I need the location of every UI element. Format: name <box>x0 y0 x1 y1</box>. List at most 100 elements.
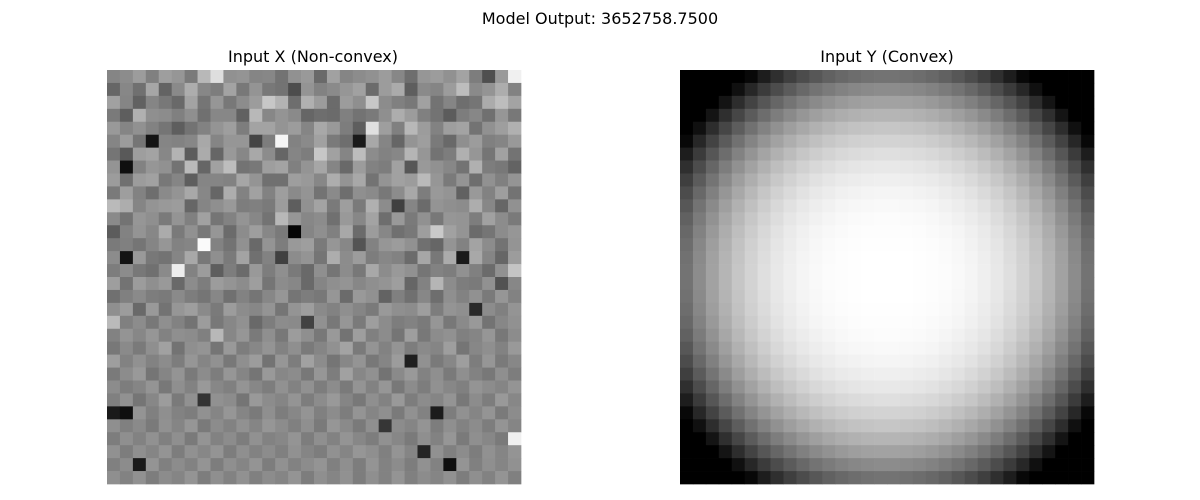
heatmap-input-x-cell-r16-c7 <box>197 277 211 291</box>
heatmap-input-y-cell-r9-c24 <box>990 186 1004 200</box>
heatmap-input-x-cell-r5-c19 <box>352 134 367 148</box>
heatmap-input-y-cell-r26-c30 <box>1068 406 1082 420</box>
heatmap-input-y-cell-r4-c25 <box>1003 121 1017 136</box>
heatmap-input-y-cell-r23-c24 <box>990 367 1004 381</box>
heatmap-input-x-cell-r28-c4 <box>158 432 173 446</box>
heatmap-input-x-cell-r10-c10 <box>236 199 250 213</box>
heatmap-input-y-cell-r29-c11 <box>822 445 836 459</box>
heatmap-input-x-cell-r12-c21 <box>378 225 392 239</box>
heatmap-input-x-cell-r18-c3 <box>145 302 160 317</box>
heatmap-input-x-cell-r30-c28 <box>469 458 483 472</box>
heatmap-input-y-cell-r14-c14 <box>861 251 875 265</box>
heatmap-input-x-cell-r23-c11 <box>249 367 263 381</box>
heatmap-input-y-cell-r16-c26 <box>1016 277 1030 291</box>
heatmap-input-x-cell-r6-c20 <box>365 147 380 161</box>
heatmap-input-y-cell-r2-c0 <box>680 95 694 110</box>
heatmap-input-y-cell-r5-c15 <box>874 134 888 148</box>
heatmap-input-x-cell-r15-c27 <box>456 264 470 278</box>
heatmap-input-x-cell-r27-c31 <box>508 419 522 433</box>
heatmap-input-x-cell-r18-c24 <box>417 302 431 317</box>
heatmap-input-y-cell-r15-c31 <box>1081 264 1095 278</box>
heatmap-input-x-cell-r23-c27 <box>456 367 470 381</box>
heatmap-input-y-cell-r16-c29 <box>1055 277 1069 291</box>
heatmap-input-x-cell-r2-c21 <box>378 95 392 110</box>
heatmap-input-x-cell-r13-c19 <box>352 238 367 252</box>
heatmap-input-y-cell-r3-c0 <box>680 108 694 123</box>
heatmap-input-x-cell-r26-c11 <box>249 406 263 420</box>
heatmap-input-y-cell-r29-c22 <box>964 445 978 459</box>
heatmap-input-y-cell-r27-c24 <box>990 419 1004 433</box>
heatmap-input-y-cell-r16-c2 <box>705 277 720 291</box>
heatmap-input-y-cell-r8-c18 <box>912 173 927 187</box>
heatmap-input-x-cell-r26-c23 <box>404 406 418 420</box>
heatmap-input-x-cell-r26-c9 <box>223 406 237 420</box>
heatmap-input-y-cell-r19-c17 <box>899 315 914 330</box>
heatmap-input-x-cell-r15-c8 <box>210 264 224 278</box>
heatmap-input-x-cell-r24-c13 <box>275 380 289 394</box>
heatmap-input-y-cell-r3-c21 <box>951 108 965 123</box>
heatmap-input-x-cell-r30-c14 <box>288 458 302 472</box>
heatmap-input-x-cell-r30-c17 <box>326 458 341 472</box>
heatmap-input-y-cell-r1-c11 <box>822 82 836 97</box>
heatmap-input-x-cell-r3-c21 <box>378 108 392 123</box>
heatmap-input-y-cell-r21-c0 <box>680 341 694 355</box>
heatmap-input-x-cell-r30-c24 <box>417 458 431 472</box>
heatmap-input-x-cell-r18-c18 <box>339 302 354 317</box>
heatmap-input-y-cell-r26-c19 <box>925 406 940 420</box>
heatmap-input-x-cell-r22-c3 <box>145 354 160 368</box>
heatmap-input-y-cell-r28-c18 <box>912 432 927 446</box>
heatmap-input-y-cell-r4-c11 <box>822 121 836 136</box>
heatmap-input-x-cell-r11-c22 <box>391 212 405 226</box>
heatmap-input-y-cell-r9-c19 <box>925 186 940 200</box>
heatmap-input-y-cell-r11-c4 <box>731 212 746 226</box>
heatmap-input-y-cell-r10-c0 <box>680 199 694 213</box>
heatmap-input-x-cell-r6-c15 <box>301 147 315 161</box>
heatmap-input-y-cell-r25-c28 <box>1042 393 1056 407</box>
heatmap-input-y-cell-r20-c4 <box>731 328 746 343</box>
heatmap-input-x-cell-r22-c7 <box>197 354 211 368</box>
heatmap-input-y-cell-r8-c30 <box>1068 173 1082 187</box>
heatmap-input-y-cell-r23-c11 <box>822 367 836 381</box>
heatmap-input-x-cell-r27-c18 <box>339 419 354 433</box>
heatmap-input-x-cell-r11-c6 <box>184 212 198 226</box>
heatmap-input-x-cell-r19-c4 <box>158 315 173 330</box>
heatmap-input-y-cell-r22-c23 <box>977 354 991 368</box>
heatmap-input-y-cell-r29-c0 <box>680 445 694 459</box>
heatmap-input-x-cell-r28-c24 <box>417 432 431 446</box>
heatmap-input-y-cell-r13-c14 <box>861 238 875 252</box>
heatmap-input-y-cell-r14-c12 <box>835 251 849 265</box>
heatmap-input-y-cell-r11-c11 <box>822 212 836 226</box>
heatmap-input-y-cell-r22-c4 <box>731 354 746 368</box>
heatmap-input-x-cell-r16-c18 <box>339 277 354 291</box>
heatmap-input-y-cell-r11-c10 <box>809 212 823 226</box>
heatmap-input-x-cell-r12-c29 <box>482 225 496 239</box>
heatmap-input-y-cell-r15-c29 <box>1055 264 1069 278</box>
heatmap-input-y-cell-r20-c13 <box>848 328 862 343</box>
heatmap-input-y-cell-r20-c1 <box>692 328 707 343</box>
heatmap-input-x-cell-r29-c24 <box>417 445 431 459</box>
heatmap-input-x-cell-r11-c21 <box>378 212 392 226</box>
heatmap-input-y-cell-r22-c29 <box>1055 354 1069 368</box>
heatmap-input-y-cell-r27-c31 <box>1081 419 1095 433</box>
heatmap-input-x-cell-r18-c1 <box>119 302 134 317</box>
heatmap-input-y-cell-r25-c23 <box>977 393 991 407</box>
heatmap-input-x-cell-r24-c5 <box>171 380 185 394</box>
heatmap-input-x-cell-r3-c17 <box>326 108 341 123</box>
heatmap-input-x-cell-r16-c9 <box>223 277 237 291</box>
heatmap-input-x-cell-r25-c17 <box>326 393 341 407</box>
heatmap-input-y-cell-r10-c11 <box>822 199 836 213</box>
heatmap-input-x-cell-r21-c12 <box>262 341 276 355</box>
heatmap-input-x-cell-r14-c31 <box>508 251 522 265</box>
heatmap-input-y-cell-r0-c2 <box>705 70 720 84</box>
heatmap-input-y-cell-r9-c10 <box>809 186 823 200</box>
heatmap-input-x-cell-r25-c21 <box>378 393 392 407</box>
heatmap-input-y-cell-r12-c28 <box>1042 225 1056 239</box>
heatmap-input-x-cell-r24-c9 <box>223 380 237 394</box>
heatmap-input-x-cell-r29-c14 <box>288 445 302 459</box>
heatmap-input-x-cell-r29-c7 <box>197 445 211 459</box>
heatmap-input-x-cell-r20-c23 <box>404 328 418 343</box>
heatmap-input-x-cell-r6-c3 <box>145 147 160 161</box>
heatmap-input-x-cell-r25-c23 <box>404 393 418 407</box>
heatmap-input-y-cell-r2-c10 <box>809 95 823 110</box>
heatmap-input-y-cell-r7-c21 <box>951 160 965 174</box>
